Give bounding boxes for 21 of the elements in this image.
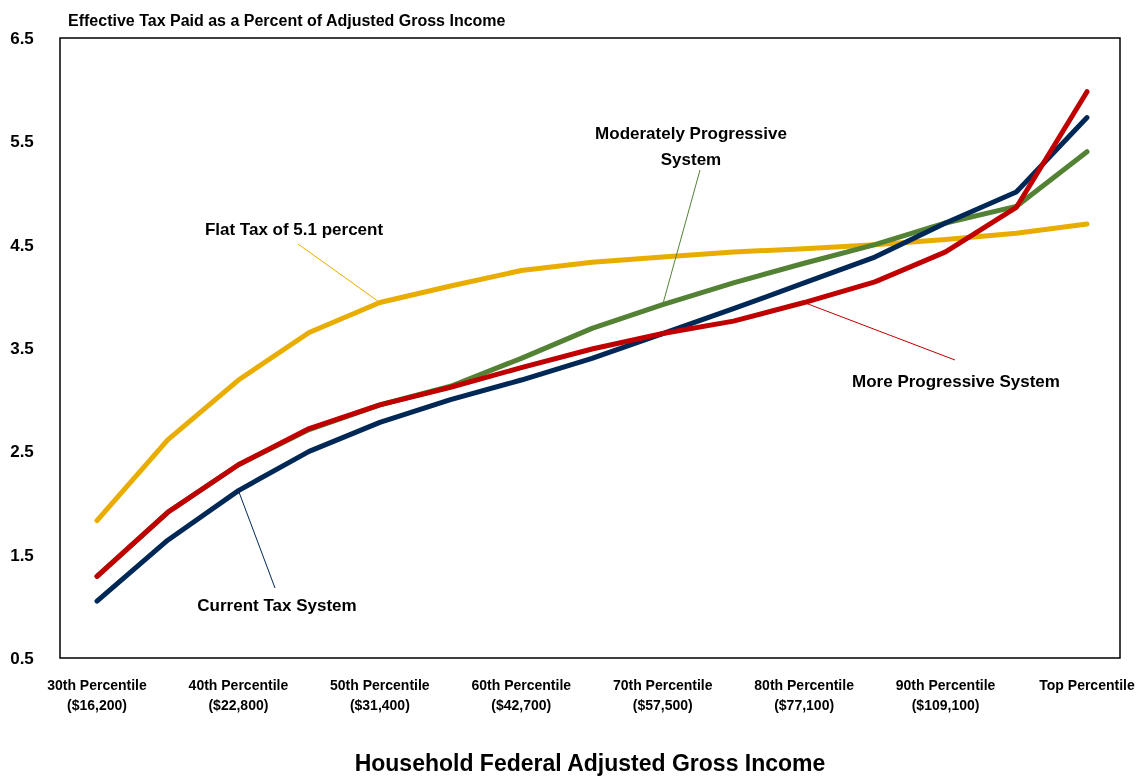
annotation: More Progressive System — [852, 372, 1060, 391]
chart-title: Effective Tax Paid as a Percent of Adjusted Gross Income — [68, 12, 506, 29]
x-tick-label: 50th Percentile ($31,400) — [330, 677, 430, 713]
x-tick-label: 70th Percentile ($57,500) — [612, 677, 713, 713]
y-tick-label: 3.5 — [10, 339, 34, 358]
y-tick-label: 1.5 — [10, 545, 34, 565]
x-tick-label: 40th Percentile ($22,800) — [188, 677, 289, 713]
x-tick-label: 30th Percentile ($16,200) — [47, 677, 148, 713]
y-tick-label: 2.5 — [10, 442, 34, 462]
x-tick-label: Top Percentile — [1039, 677, 1135, 693]
annotation: Flat Tax of 5.1 percent — [204, 220, 384, 239]
x-tick-label: 80th Percentile ($77,100) — [754, 677, 855, 713]
x-axis-title: Household Federal Adjusted Gross Income — [354, 750, 826, 776]
x-tick-label: 60th Percentile ($42,700) — [471, 677, 572, 713]
annotation: Current Tax System — [197, 596, 357, 615]
y-tick-label: 4.5 — [10, 235, 34, 255]
y-tick-label: 5.5 — [10, 132, 34, 152]
annotation: Moderately Progressive System — [595, 124, 787, 169]
y-tick-label: 0.5 — [10, 649, 34, 668]
y-tick-label: 6.5 — [10, 29, 34, 48]
x-tick-label: 90th Percentile ($109,100) — [895, 677, 996, 713]
